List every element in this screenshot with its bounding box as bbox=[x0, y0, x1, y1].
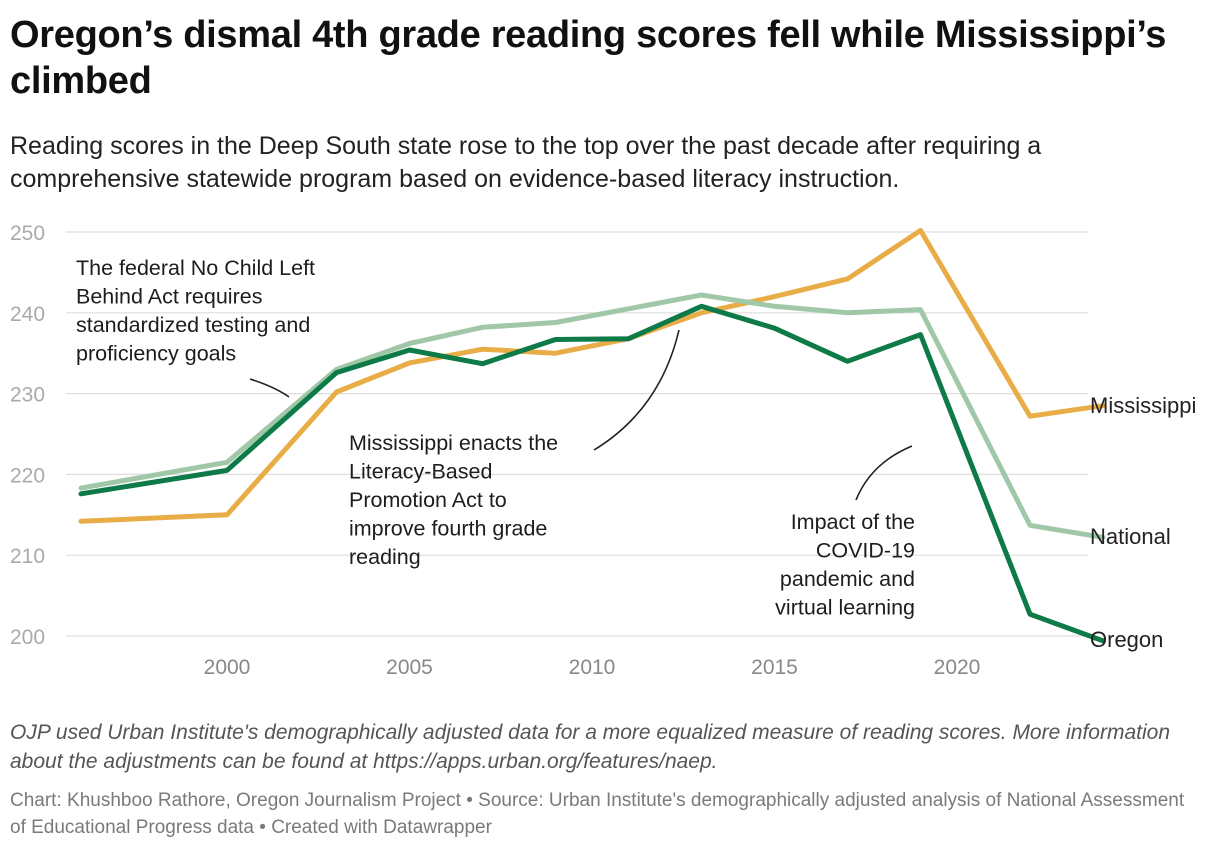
annotation-literacy-line: Literacy-Based bbox=[349, 460, 492, 484]
annotation-nclb-line: Behind Act requires bbox=[76, 285, 262, 309]
annotation-literacy: Mississippi enacts the Literacy-Based Prom… bbox=[349, 431, 558, 569]
x-tick-label-2010: 2010 bbox=[569, 656, 616, 679]
chart-note: OJP used Urban Institute's demographical… bbox=[10, 721, 1171, 773]
y-tick-label-210: 210 bbox=[10, 545, 45, 568]
y-tick-label-220: 220 bbox=[10, 464, 45, 487]
annotation-literacy-line: reading bbox=[349, 545, 421, 569]
chart-title: Oregon’s dismal 4th grade reading scores… bbox=[10, 14, 1167, 102]
y-tick-label-240: 240 bbox=[10, 303, 45, 326]
series-label-mississippi: Mississippi bbox=[1090, 393, 1196, 418]
x-tick-label-2005: 2005 bbox=[386, 656, 433, 679]
series-label-oregon: Oregon bbox=[1090, 627, 1163, 652]
annotation-nclb: The federal No Child Left Behind Act requ… bbox=[76, 256, 315, 366]
annotation-covid-line: virtual learning bbox=[775, 596, 915, 620]
y-tick-label-230: 230 bbox=[10, 384, 45, 407]
y-tick-label-250: 250 bbox=[10, 222, 45, 245]
chart-credit: Chart: Khushboo Rathore, Oregon Journali… bbox=[10, 790, 1185, 838]
annotation-literacy-line: Mississippi enacts the bbox=[349, 431, 558, 455]
annotation-nclb-line: The federal No Child Left bbox=[76, 256, 315, 280]
annotation-covid-line: pandemic and bbox=[780, 567, 915, 591]
series-line-national bbox=[78, 292, 1106, 540]
y-tick-label-200: 200 bbox=[10, 626, 45, 649]
series-label-national: National bbox=[1090, 524, 1171, 549]
annotation-pointer-nclb bbox=[249, 378, 290, 398]
x-tick-label-2000: 2000 bbox=[204, 656, 251, 679]
annotation-covid-line: COVID-19 bbox=[816, 539, 915, 563]
annotation-nclb-line: proficiency goals bbox=[76, 342, 236, 366]
annotation-pointer-covid bbox=[855, 445, 913, 501]
annotation-pointer-literacy bbox=[593, 329, 680, 451]
chart-subtitle: Reading scores in the Deep South state r… bbox=[10, 132, 1042, 193]
annotation-literacy-line: improve fourth grade bbox=[349, 517, 547, 541]
x-tick-label-2020: 2020 bbox=[934, 656, 981, 679]
series-line-oregon bbox=[78, 303, 1106, 644]
annotation-covid: Impact of the COVID-19 pandemic and virtual… bbox=[775, 510, 915, 620]
annotation-covid-line: Impact of the bbox=[791, 510, 915, 534]
annotation-nclb-line: standardized testing and bbox=[76, 313, 310, 337]
annotation-literacy-line: Promotion Act to bbox=[349, 488, 507, 512]
x-tick-label-2015: 2015 bbox=[751, 656, 798, 679]
